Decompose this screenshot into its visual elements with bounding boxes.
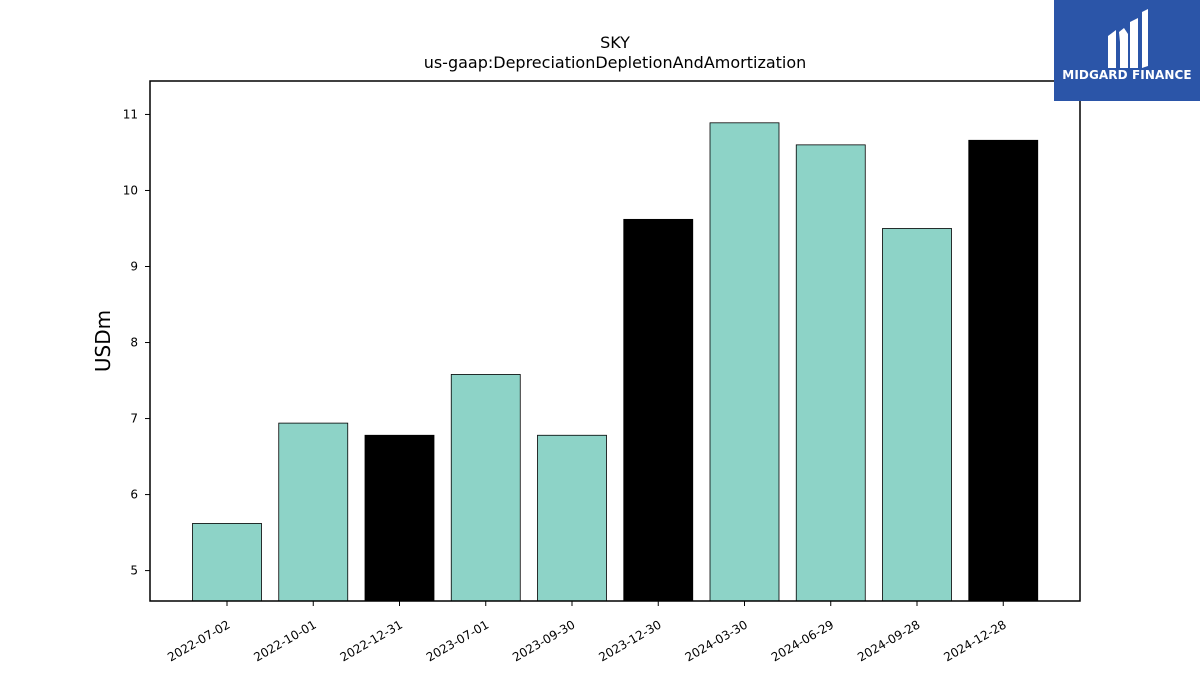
x-tick-label: 2024-03-30 [683,617,750,664]
chart-title: SKY [600,33,630,52]
x-tick-label: 2022-10-01 [251,617,318,664]
bar-2024-09-28 [882,228,952,602]
bar-2024-03-30 [709,122,780,602]
y-axis-label: USDm [91,310,115,372]
bars-group [192,122,1039,602]
y-axis-ticks: 5 6 7 8 9 10 11 [123,107,150,578]
x-tick-label: 2024-09-28 [855,617,922,664]
x-tick-label: 2022-07-02 [165,617,232,664]
y-tick-label: 11 [123,107,138,121]
plot-frame [149,80,1081,602]
bar-2023-12-30 [623,218,694,602]
brand-name: MIDGARD FINANCE [1062,68,1192,82]
bar-2023-07-01 [450,374,521,602]
y-tick-label: 7 [130,412,138,426]
y-tick-label: 6 [130,488,138,502]
bar-2022-12-31 [364,434,435,602]
x-tick-label: 2024-06-29 [769,617,836,664]
y-tick-label: 8 [130,336,138,350]
x-tick-label: 2023-09-30 [510,617,577,664]
bar-2024-12-28 [968,139,1039,602]
brand-logo: MIDGARD FINANCE [1054,0,1200,101]
y-tick-label: 10 [123,183,138,197]
x-axis-ticks: 2022-07-02 2022-10-01 2022-12-31 2023-07-01… [165,601,1009,664]
bar-2024-06-29 [795,144,866,602]
x-tick-label: 2024-12-28 [941,617,1008,664]
x-tick-label: 2022-12-31 [338,617,405,664]
bar-2022-10-01 [278,422,349,602]
bar-2023-09-30 [537,434,607,602]
chart-subtitle: us-gaap:DepreciationDepletionAndAmortiza… [424,53,807,72]
x-tick-label: 2023-12-30 [596,617,663,664]
y-tick-label: 9 [130,259,138,273]
bar-2022-07-02 [192,523,262,602]
x-tick-label: 2023-07-01 [424,617,491,664]
y-tick-label: 5 [130,564,138,578]
midgard-logo-icon [1108,9,1148,68]
